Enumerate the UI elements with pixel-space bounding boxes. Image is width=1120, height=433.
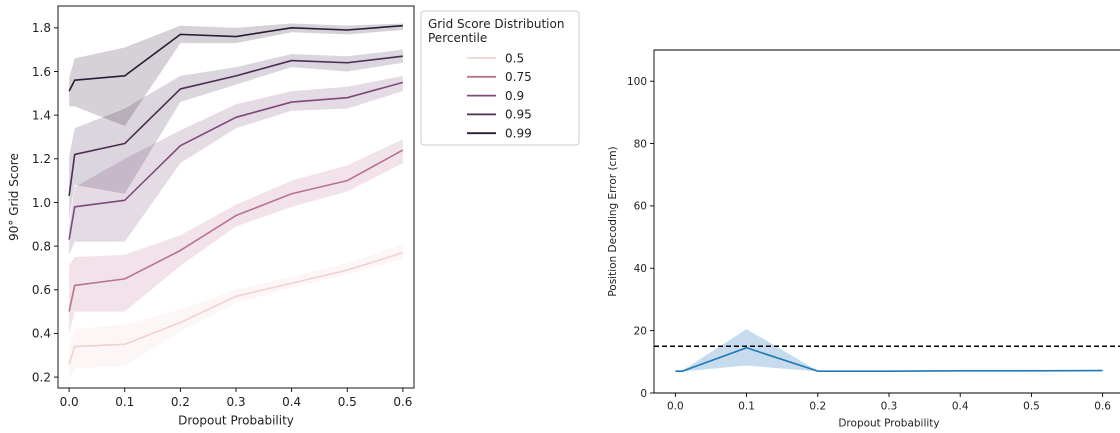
x-tick-label: 0.0: [667, 401, 684, 413]
y-tick-label: 1.8: [32, 21, 51, 35]
x-tick-label: 0.6: [393, 395, 412, 409]
legend-title: Grid Score Distribution: [428, 17, 564, 31]
legend-entry: 0.5: [505, 51, 524, 65]
y-tick-label: 0.6: [32, 283, 51, 297]
legend-title: Percentile: [428, 31, 487, 45]
x-tick-label: 0.5: [338, 395, 357, 409]
x-tick-label: 0.6: [1094, 401, 1111, 413]
x-tick-label: 0.3: [881, 401, 898, 413]
legend-entry: 0.75: [505, 70, 532, 84]
x-tick-label: 0.4: [282, 395, 301, 409]
y-tick-label: 0.2: [32, 370, 51, 384]
y-tick-label: 0.4: [32, 327, 51, 341]
confidence-band-series-0: [675, 329, 1103, 372]
x-tick-label: 0.5: [1023, 401, 1040, 413]
y-tick-label: 20: [634, 325, 647, 337]
x-tick-label: 0.2: [171, 395, 190, 409]
y-axis-label: 90° Grid Score: [7, 153, 21, 241]
series-line-0-99: [68, 24, 403, 92]
y-tick-label: 1.2: [32, 152, 51, 166]
series-line-0-5: [68, 251, 404, 365]
legend-entry: 0.9: [505, 89, 524, 103]
legend-frame: [420, 10, 580, 146]
series-line-0-95: [68, 55, 403, 197]
confidence-band-0-99: [69, 23, 403, 127]
x-tick-label: 0.1: [115, 395, 134, 409]
y-axis-label: Position Decoding Error (cm): [607, 146, 619, 296]
y-tick-label: 0: [640, 388, 647, 400]
confidence-band-0-95: [69, 49, 403, 220]
y-tick-label: 80: [634, 138, 647, 150]
legend-entry: 0.95: [505, 108, 532, 122]
series-line-0-9: [68, 81, 404, 240]
x-tick-label: 0.4: [952, 401, 969, 413]
confidence-band-0-9: [69, 75, 403, 255]
x-tick-label: 0.3: [226, 395, 245, 409]
y-tick-label: 40: [634, 263, 647, 275]
series-line-0-75: [68, 149, 404, 312]
plot-frame: [653, 49, 1120, 394]
y-tick-label: 0.8: [32, 239, 51, 253]
plot-area: [654, 329, 1120, 372]
x-tick-label: 0.1: [738, 401, 755, 413]
plot-area: [68, 23, 404, 380]
x-tick-label: 0.2: [809, 401, 826, 413]
grid-score-chart: 0.0 0.1 0.2 0.3 0.4 0.5 0.6 0.2 0.4 0.6 0.8 1.0 1.2 1…: [7, 5, 580, 428]
series-line-0: [675, 346, 1103, 372]
y-tick-label: 1.0: [32, 196, 51, 210]
confidence-band-0-5: [69, 243, 403, 380]
y-tick-label: 100: [627, 76, 647, 88]
x-tick-label: 0.0: [60, 395, 79, 409]
position-error-chart: 0.0 0.1 0.2 0.3 0.4 0.5 0.6 0 20 40 60 80 100 Dropout…: [607, 49, 1120, 430]
x-axis-label: Dropout Probability: [178, 414, 294, 428]
y-tick-label: 1.6: [32, 65, 51, 79]
x-axis-label: Dropout Probability: [838, 418, 939, 430]
legend-entry: 0.99: [505, 127, 532, 141]
y-tick-label: 1.4: [32, 108, 51, 122]
y-tick-label: 60: [634, 201, 647, 213]
